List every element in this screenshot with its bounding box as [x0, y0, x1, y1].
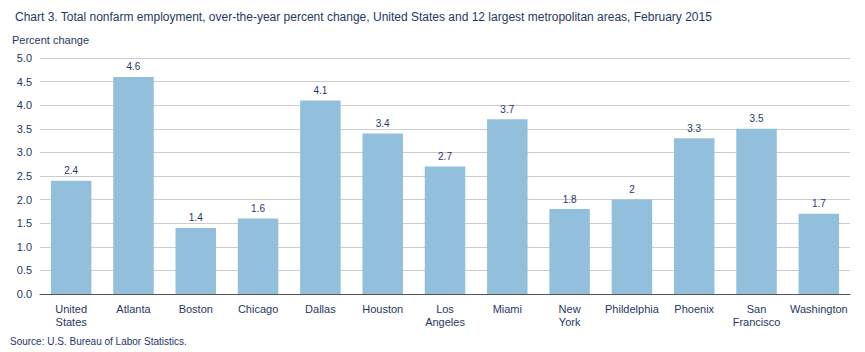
svg-text:2.5: 2.5 — [17, 170, 32, 182]
svg-text:United: United — [55, 303, 87, 315]
svg-text:0.5: 0.5 — [17, 264, 32, 276]
svg-text:3.0: 3.0 — [17, 146, 32, 158]
svg-text:4.1: 4.1 — [313, 85, 327, 96]
svg-text:4.6: 4.6 — [127, 61, 141, 72]
svg-text:1.0: 1.0 — [17, 241, 32, 253]
svg-text:2.4: 2.4 — [64, 165, 78, 176]
svg-text:3.3: 3.3 — [687, 123, 701, 134]
svg-text:2.0: 2.0 — [17, 194, 32, 206]
svg-text:Atlanta: Atlanta — [116, 303, 151, 315]
svg-text:Percent change: Percent change — [12, 34, 89, 46]
svg-text:4.0: 4.0 — [17, 99, 32, 111]
svg-text:4.5: 4.5 — [17, 76, 32, 88]
svg-text:Phoenix: Phoenix — [674, 303, 714, 315]
svg-text:0.0: 0.0 — [17, 288, 32, 300]
svg-text:Chicago: Chicago — [238, 303, 278, 315]
svg-text:1.5: 1.5 — [17, 217, 32, 229]
svg-text:3.5: 3.5 — [17, 123, 32, 135]
svg-text:Miami: Miami — [493, 303, 522, 315]
svg-text:1.4: 1.4 — [189, 212, 203, 223]
svg-text:2: 2 — [629, 184, 635, 195]
svg-text:Chart 3. Total nonfarm employm: Chart 3. Total nonfarm employment, over-… — [15, 10, 712, 24]
svg-text:Washington: Washington — [790, 303, 848, 315]
svg-text:1.8: 1.8 — [563, 194, 577, 205]
svg-text:Francisco: Francisco — [733, 316, 781, 328]
svg-text:Angeles: Angeles — [425, 316, 465, 328]
svg-text:San: San — [747, 303, 767, 315]
svg-text:3.4: 3.4 — [376, 118, 390, 129]
svg-text:States: States — [56, 316, 88, 328]
svg-text:5.0: 5.0 — [17, 52, 32, 64]
svg-text:1.6: 1.6 — [251, 203, 265, 214]
svg-text:Phildelphia: Phildelphia — [605, 303, 660, 315]
svg-text:Houston: Houston — [362, 303, 403, 315]
svg-text:2.7: 2.7 — [438, 151, 452, 162]
svg-text:New: New — [559, 303, 581, 315]
svg-text:Source: U.S. Bureau of Labor S: Source: U.S. Bureau of Labor Statistics. — [10, 336, 187, 347]
svg-text:3.7: 3.7 — [500, 104, 514, 115]
svg-text:Dallas: Dallas — [305, 303, 336, 315]
svg-text:1.7: 1.7 — [812, 198, 826, 209]
svg-text:3.5: 3.5 — [750, 113, 764, 124]
svg-text:Los: Los — [436, 303, 454, 315]
svg-text:York: York — [559, 316, 581, 328]
svg-text:Boston: Boston — [179, 303, 213, 315]
